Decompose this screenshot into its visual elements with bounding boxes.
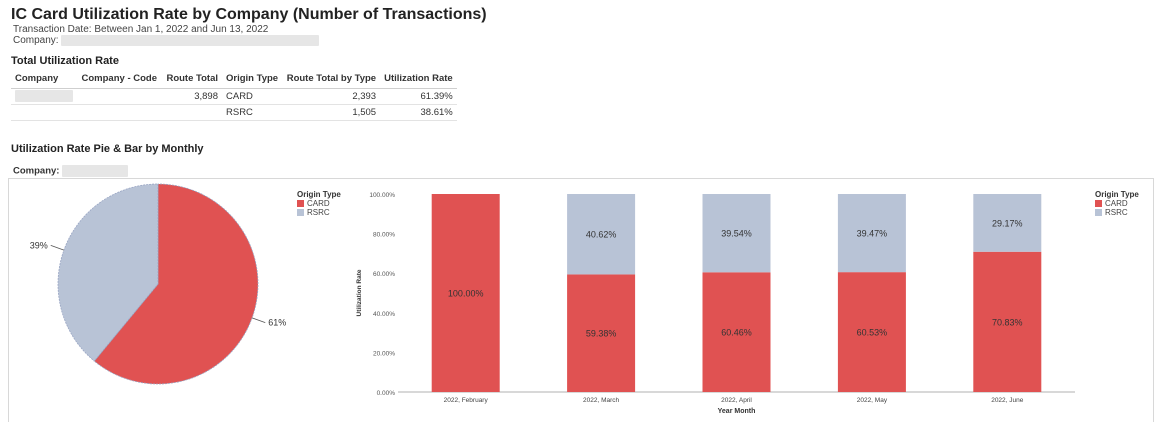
x-tick-label: 2022, May xyxy=(857,397,888,404)
x-tick-label: 2022, February xyxy=(444,397,489,404)
y-tick-label: 0.00% xyxy=(377,390,396,397)
pie-legend-item-card[interactable]: CARD xyxy=(297,199,341,208)
bar-label-card: 70.83% xyxy=(992,317,1023,327)
y-tick-label: 80.00% xyxy=(373,232,395,239)
cell-route-total-by-type: 1,505 xyxy=(282,104,381,121)
y-axis-title: Utilization Rate xyxy=(356,269,363,316)
x-tick-label: 2022, April xyxy=(721,397,752,404)
company-label: Company: xyxy=(13,35,59,47)
table-row: RSRC 1,505 38.61% xyxy=(11,104,457,121)
bar-card[interactable] xyxy=(431,194,500,392)
cell-utilization-rate: 61.39% xyxy=(380,88,457,105)
pie-legend-label-rsrc: RSRC xyxy=(307,208,330,217)
x-tick-label: 2022, March xyxy=(583,397,620,404)
bar-label-rsrc: 40.62% xyxy=(586,230,617,240)
pie-label-rsrc: 39% xyxy=(30,240,48,250)
x-axis-title: Year Month xyxy=(718,408,756,415)
table-row: 3,898 CARD 2,393 61.39% xyxy=(11,88,457,105)
cell-company xyxy=(11,88,77,105)
report-title: IC Card Utilization Rate by Company (Num… xyxy=(11,6,487,23)
cell-company-code xyxy=(77,104,161,121)
bar-card[interactable] xyxy=(702,272,771,392)
bar-label-rsrc: 39.54% xyxy=(721,229,752,239)
y-tick-label: 20.00% xyxy=(373,350,395,357)
bar-label-rsrc: 29.17% xyxy=(992,218,1023,228)
cell-route-total: 3,898 xyxy=(161,88,222,105)
redacted-company-name xyxy=(62,165,129,177)
bar-rsrc[interactable] xyxy=(702,194,771,273)
cell-company-code xyxy=(77,88,161,105)
date-range: Transaction Date: Between Jan 1, 2022 an… xyxy=(13,24,269,35)
pie-legend-item-rsrc[interactable]: RSRC xyxy=(297,208,341,217)
y-tick-label: 40.00% xyxy=(373,311,395,318)
bar-legend-label-rsrc: RSRC xyxy=(1105,208,1128,217)
bar-legend-title: Origin Type xyxy=(1095,190,1139,199)
bar-legend-label-card: CARD xyxy=(1105,199,1128,208)
bar-label-card: 60.53% xyxy=(857,328,888,338)
chart-panel xyxy=(8,178,1154,422)
bar-label-card: 60.46% xyxy=(721,328,752,338)
monthly-section-title: Utilization Rate Pie & Bar by Monthly xyxy=(11,143,204,155)
pie-leader-line xyxy=(50,245,65,251)
rsrc-swatch xyxy=(1095,209,1102,216)
rsrc-swatch xyxy=(297,209,304,216)
total-utilization-title: Total Utilization Rate xyxy=(11,55,119,67)
bar-rsrc[interactable] xyxy=(567,194,636,275)
pie-leader-line xyxy=(251,317,266,323)
col-route-total[interactable]: Route Total xyxy=(161,70,222,89)
y-tick-label: 100.00% xyxy=(369,192,395,199)
bar-legend: Origin Type CARD RSRC xyxy=(1095,190,1139,217)
bar-legend-item-card[interactable]: CARD xyxy=(1095,199,1139,208)
cell-company xyxy=(11,104,77,121)
bar-rsrc[interactable] xyxy=(973,194,1042,252)
col-origin-type[interactable]: Origin Type xyxy=(222,70,283,89)
monthly-company-filter: Company: xyxy=(13,165,129,177)
bar-card[interactable] xyxy=(837,272,906,392)
table-header-row: Company Company - Code Route Total Origi… xyxy=(11,70,457,89)
cell-origin-type: RSRC xyxy=(222,104,283,121)
card-swatch xyxy=(297,200,304,207)
x-tick-label: 2022, June xyxy=(991,397,1024,404)
pie-legend-label-card: CARD xyxy=(307,199,330,208)
bar-label-card: 100.00% xyxy=(448,289,484,299)
pie-label-card: 61% xyxy=(268,318,286,328)
col-company-code[interactable]: Company - Code xyxy=(77,70,161,89)
cell-route-total xyxy=(161,104,222,121)
cell-origin-type: CARD xyxy=(222,88,283,105)
redacted-company-name xyxy=(15,90,73,102)
col-utilization-rate[interactable]: Utilization Rate xyxy=(380,70,457,89)
company-filter-header: Company: xyxy=(13,35,319,46)
y-tick-label: 60.00% xyxy=(373,271,395,278)
pie-slice-rsrc[interactable] xyxy=(57,183,159,362)
bar-label-rsrc: 39.47% xyxy=(857,229,888,239)
pie-legend: Origin Type CARD RSRC xyxy=(297,190,341,217)
cell-route-total-by-type: 2,393 xyxy=(282,88,381,105)
bar-legend-item-rsrc[interactable]: RSRC xyxy=(1095,208,1139,217)
bar-label-card: 59.38% xyxy=(586,329,617,339)
bar-card[interactable] xyxy=(973,251,1042,392)
card-swatch xyxy=(1095,200,1102,207)
col-company[interactable]: Company xyxy=(11,70,77,89)
pie-legend-title: Origin Type xyxy=(297,190,341,199)
bar-card[interactable] xyxy=(567,274,636,392)
total-utilization-table: Company Company - Code Route Total Origi… xyxy=(11,70,457,121)
company-label: Company: xyxy=(13,165,60,177)
cell-utilization-rate: 38.61% xyxy=(380,104,457,121)
col-route-total-by-type[interactable]: Route Total by Type xyxy=(282,70,381,89)
bar-rsrc[interactable] xyxy=(837,194,906,273)
redacted-company-name xyxy=(60,35,319,46)
